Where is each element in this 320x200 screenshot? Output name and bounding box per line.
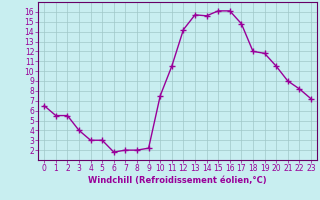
- X-axis label: Windchill (Refroidissement éolien,°C): Windchill (Refroidissement éolien,°C): [88, 176, 267, 185]
